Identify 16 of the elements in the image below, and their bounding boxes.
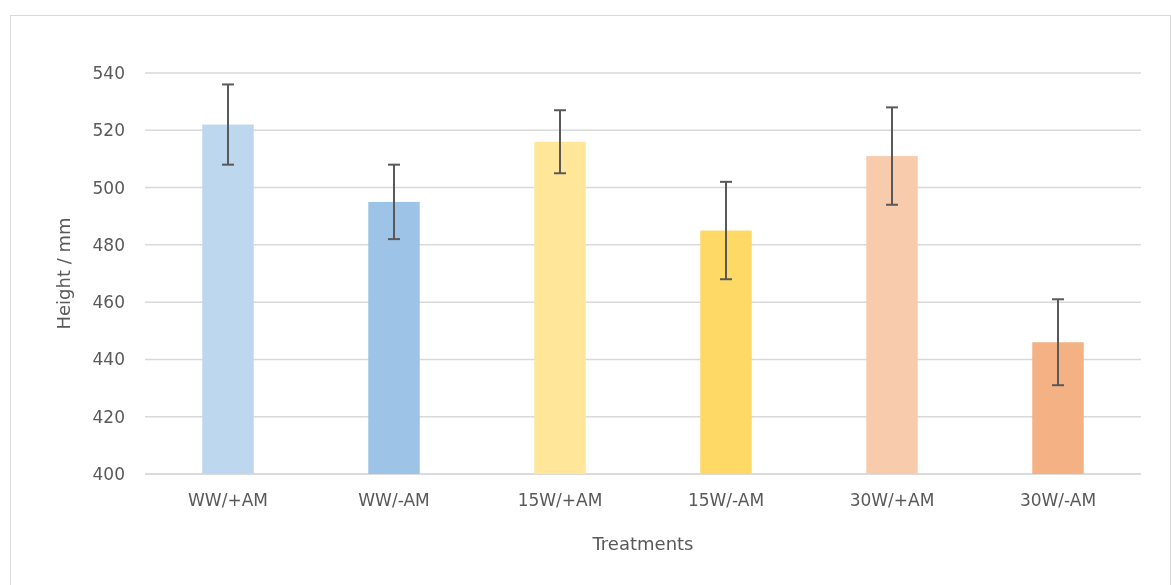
x-tick-label: WW/-AM — [358, 490, 430, 510]
y-tick-label: 460 — [92, 292, 125, 313]
y-tick-label: 440 — [92, 349, 125, 370]
x-tick-label: 30W/+AM — [849, 490, 935, 510]
x-tick-label: 30W/-AM — [1019, 490, 1097, 510]
x-tick-label: 15W/+AM — [517, 490, 603, 510]
y-axis-title: Height / mm — [53, 217, 74, 330]
y-tick-label: 400 — [92, 463, 125, 484]
y-tick-label: 480 — [92, 234, 125, 255]
y-tick-label: 500 — [92, 177, 125, 198]
x-tick-label: WW/+AM — [188, 490, 268, 510]
y-tick-label: 540 — [92, 62, 125, 83]
x-axis-title: Treatments — [591, 533, 694, 554]
x-tick-label: 15W/-AM — [687, 490, 765, 510]
y-tick-label: 520 — [92, 120, 125, 141]
y-tick-label: 420 — [92, 406, 125, 427]
